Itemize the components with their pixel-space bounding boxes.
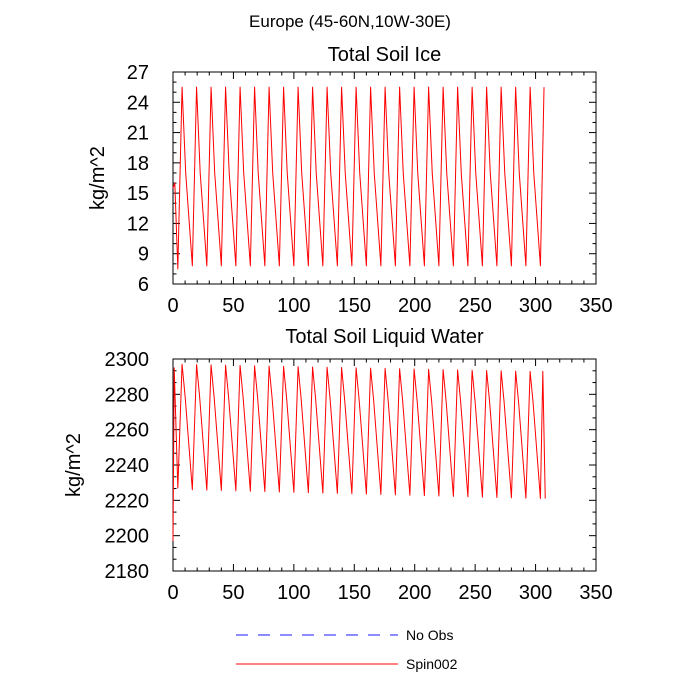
y-tick-label: 2240 <box>105 455 150 477</box>
series-line-spin002 <box>172 86 545 270</box>
y-tick-label: 24 <box>127 92 149 114</box>
x-tick-label: 0 <box>167 295 178 317</box>
legend-label: No Obs <box>406 627 453 643</box>
x-tick-label: 350 <box>579 582 612 604</box>
y-tick-label: 2180 <box>105 561 150 583</box>
panel-title: Total Soil Liquid Water <box>285 326 484 348</box>
y-tick-label: 2260 <box>105 420 150 442</box>
y-tick-label: 2280 <box>105 384 150 406</box>
x-tick-label: 200 <box>398 295 431 317</box>
series-line-spin002 <box>172 363 546 541</box>
x-tick-label: 150 <box>338 295 371 317</box>
x-tick-label: 0 <box>167 582 178 604</box>
x-tick-label: 300 <box>519 295 552 317</box>
x-tick-label: 250 <box>458 295 491 317</box>
y-tick-label: 27 <box>127 62 149 84</box>
y-tick-label: 21 <box>127 123 149 145</box>
y-tick-label: 2300 <box>105 349 150 371</box>
y-tick-label: 15 <box>127 183 149 205</box>
x-tick-label: 200 <box>398 582 431 604</box>
x-tick-label: 50 <box>222 582 244 604</box>
plot-frame <box>172 71 597 285</box>
y-tick-label: 2200 <box>105 526 150 548</box>
x-tick-label: 250 <box>458 582 491 604</box>
x-tick-label: 50 <box>222 295 244 317</box>
panel-title: Total Soil Ice <box>328 44 441 66</box>
y-axis-label: kg/m^2 <box>63 433 85 497</box>
x-tick-label: 100 <box>277 582 310 604</box>
y-axis-label: kg/m^2 <box>87 146 109 210</box>
x-tick-label: 100 <box>277 295 310 317</box>
panel-total-soil-liquid-water: Total Soil Liquid Water 0 50 100 150 200 250 30… <box>63 326 613 604</box>
y-tick-label: 12 <box>127 213 149 235</box>
y-tick-label: 2220 <box>105 490 150 512</box>
figure-title: Europe (45-60N,10W-30E) <box>249 12 451 31</box>
x-tick-label: 350 <box>579 295 612 317</box>
y-tick-label: 6 <box>138 274 149 296</box>
y-tick-label: 9 <box>138 244 149 266</box>
panel-total-soil-ice: Total Soil Ice 0 50 100 150 200 250 300 350 6 9 12 1… <box>87 44 613 317</box>
x-tick-label: 150 <box>338 582 371 604</box>
legend-label: Spin002 <box>406 656 458 672</box>
legend: No Obs Spin002 <box>236 627 458 672</box>
y-tick-label: 18 <box>127 153 149 175</box>
x-tick-label: 300 <box>519 582 552 604</box>
